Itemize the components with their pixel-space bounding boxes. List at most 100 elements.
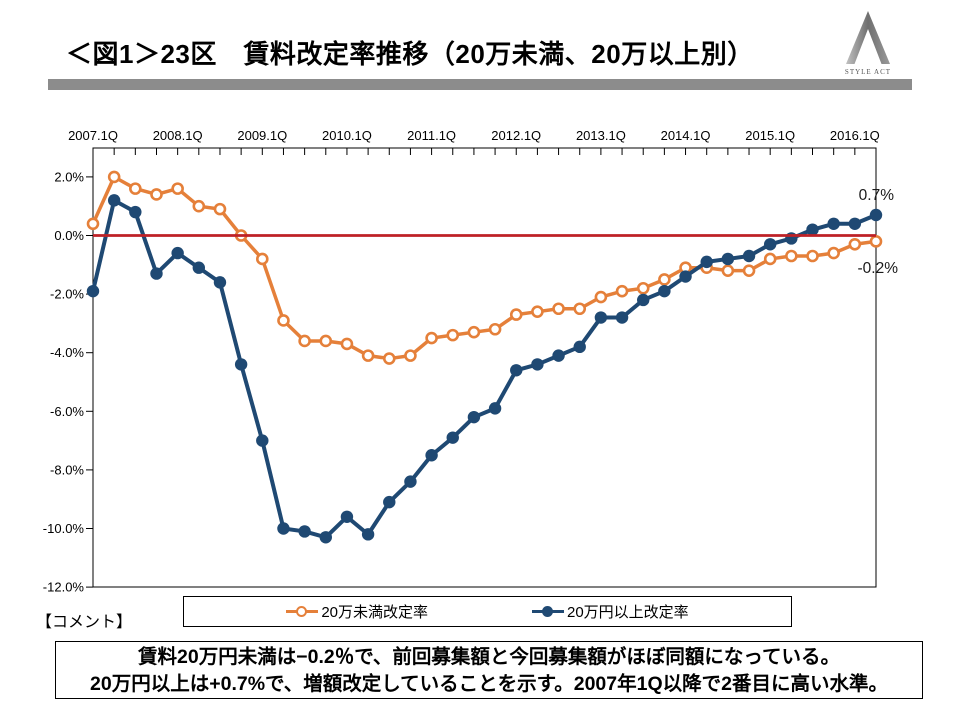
title-underline-bar: [48, 79, 912, 90]
y-axis-label: 0.0%: [54, 228, 84, 243]
data-point: [573, 302, 587, 316]
annotation-over-200k-latest: 0.7%: [859, 187, 895, 204]
data-point: [129, 182, 142, 195]
data-point: [107, 194, 121, 207]
data-point: [277, 522, 290, 535]
logo-brand-text: STYLE ACT: [845, 68, 891, 76]
y-axis-label: -12.0%: [43, 580, 85, 595]
data-point: [467, 325, 481, 339]
chart-legend: 20万未満改定率 20万円以上改定率: [183, 596, 792, 627]
data-point: [763, 238, 777, 251]
data-point: [319, 334, 333, 348]
y-axis-label: -2.0%: [50, 287, 84, 302]
comment-line-1: 賃料20万円未満は−0.2％で、前回募集額と今回募集額がほぼ同額になっている。: [138, 646, 840, 668]
open-circle-marker-icon: [286, 605, 319, 618]
data-point: [446, 328, 460, 342]
data-point: [150, 188, 163, 201]
data-point: [340, 337, 354, 351]
data-point: [806, 223, 819, 236]
comment-box: 賃料20万円未満は−0.2％で、前回募集額と今回募集額がほぼ同額になっている。 …: [55, 641, 923, 699]
x-axis-label: 2012.1Q: [491, 128, 541, 143]
data-point: [404, 475, 417, 488]
data-point: [510, 364, 523, 377]
series-0: [86, 170, 883, 365]
data-point: [234, 358, 248, 371]
data-point: [636, 281, 650, 295]
series-line: [91, 175, 877, 361]
data-point: [213, 202, 227, 216]
data-point: [298, 525, 311, 538]
data-point: [594, 290, 608, 304]
data-point: [658, 284, 671, 298]
data-point: [488, 402, 502, 415]
data-point: [742, 264, 756, 277]
series-line: [91, 198, 877, 540]
x-axis-label: 2015.1Q: [745, 128, 795, 143]
data-point: [637, 293, 650, 307]
data-point: [171, 246, 184, 260]
data-point: [806, 249, 819, 263]
data-point: [467, 410, 481, 424]
data-point: [827, 217, 840, 230]
data-point: [721, 252, 735, 266]
data-point: [488, 322, 502, 336]
y-axis-labels: 2.0% 0.0% -2.0% -4.0% -6.0% -8.0% -10.0% -12.0%: [43, 169, 93, 595]
data-point: [869, 208, 883, 222]
page-title: ＜図1＞23区 賃料改定率推移（20万未満、20万以上別）: [66, 39, 754, 69]
data-point: [594, 311, 608, 324]
data-point: [383, 495, 396, 509]
data-point: [679, 270, 692, 283]
series-1: [86, 194, 883, 544]
data-point: [129, 205, 142, 219]
x-axis-label: 2016.1Q: [830, 128, 880, 143]
y-axis-label: -8.0%: [50, 462, 84, 477]
data-point: [785, 232, 798, 245]
data-point: [531, 358, 544, 371]
data-point: [107, 170, 121, 184]
data-point: [509, 308, 523, 321]
x-axis-label: 2007.1Q: [68, 128, 118, 143]
data-point: [192, 261, 206, 274]
legend-item-under-200k: 20万未満改定率: [286, 601, 428, 622]
x-axis-labels: 2007.1Q 2008.1Q 2009.1Q 2010.1Q 2011.1Q 2012.…: [68, 128, 880, 143]
data-point: [382, 352, 396, 365]
data-point: [298, 334, 311, 348]
data-point: [531, 305, 544, 318]
legend-circle-open: [296, 606, 308, 617]
data-point: [425, 449, 438, 462]
y-axis-label: 2.0%: [54, 169, 84, 184]
x-axis-label: 2013.1Q: [576, 128, 626, 143]
line-chart: 2007.1Q 2008.1Q 2009.1Q 2010.1Q 2011.1Q 2012.…: [43, 128, 898, 595]
data-point: [192, 199, 206, 213]
data-point: [361, 528, 375, 541]
comment-label: 【コメント】: [36, 614, 133, 631]
data-point: [255, 252, 269, 266]
data-point: [742, 249, 756, 263]
data-point: [827, 246, 840, 260]
data-point: [573, 340, 586, 354]
data-point: [86, 217, 100, 231]
data-point: [404, 349, 417, 362]
data-point: [86, 284, 100, 298]
x-axis-label: 2014.1Q: [661, 128, 711, 143]
data-point: [700, 255, 713, 269]
legend-label-under-200k: 20万未満改定率: [321, 604, 428, 621]
y-axis-label: -10.0%: [43, 521, 85, 536]
legend-item-over-200k: 20万円以上改定率: [532, 601, 689, 622]
data-point: [552, 302, 565, 316]
x-axis-label: 2008.1Q: [153, 128, 203, 143]
x-axis-ticks: [92, 148, 877, 155]
x-axis-label: 2011.1Q: [407, 128, 456, 143]
data-point: [869, 235, 883, 248]
data-point: [319, 531, 332, 544]
filled-circle-marker-icon: [532, 605, 564, 618]
data-point: [277, 314, 290, 327]
plot-border: [92, 147, 877, 588]
legend-circle-filled: [542, 606, 553, 617]
data-point: [615, 284, 629, 298]
y-axis-label: -6.0%: [50, 404, 84, 419]
data-point: [256, 434, 269, 447]
legend-label-over-200k: 20万円以上改定率: [567, 604, 689, 621]
data-point: [721, 264, 735, 277]
style-act-logo: STYLE ACT: [845, 11, 891, 76]
